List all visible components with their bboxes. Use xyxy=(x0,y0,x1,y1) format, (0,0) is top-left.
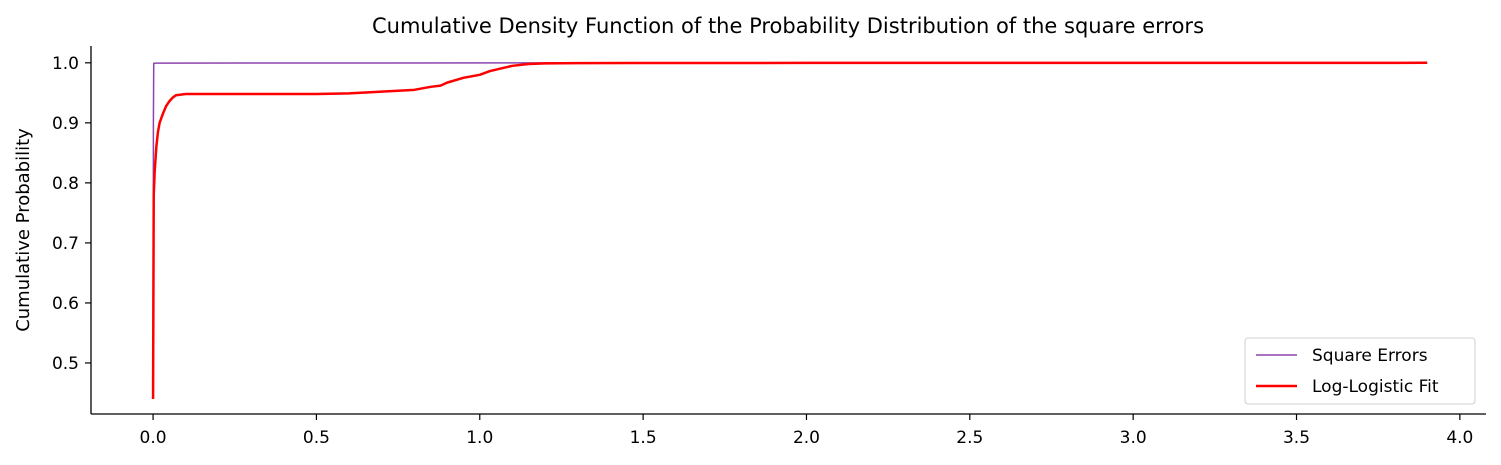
legend: Square Errors Log-Logistic Fit xyxy=(1244,337,1476,405)
y-axis-ticks: 0.5 0.6 0.7 0.8 0.9 1.0 xyxy=(52,54,91,374)
x-tick-label: 0.0 xyxy=(140,428,167,448)
x-tick-label: 4.0 xyxy=(1446,428,1473,448)
y-tick-label: 1.0 xyxy=(52,54,79,74)
y-tick-label: 0.9 xyxy=(52,114,79,134)
legend-label-square-errors: Square Errors xyxy=(1312,346,1428,366)
y-tick-label: 0.6 xyxy=(52,294,79,314)
series-line-square-errors xyxy=(152,62,1428,399)
y-axis-label: Cumulative Probability xyxy=(13,128,34,332)
y-tick-label: 0.5 xyxy=(52,354,79,374)
x-tick-label: 1.5 xyxy=(630,428,657,448)
x-tick-label: 0.5 xyxy=(303,428,330,448)
legend-label-log-logistic-fit: Log-Logistic Fit xyxy=(1312,377,1439,397)
x-tick-label: 2.0 xyxy=(793,428,820,448)
x-axis-ticks: 0.0 0.5 1.0 1.5 2.0 2.5 3.0 3.5 4.0 xyxy=(140,414,1473,448)
series-line-log-logistic-fit xyxy=(151,61,1428,399)
x-tick-label: 3.0 xyxy=(1120,428,1147,448)
x-tick-label: 3.5 xyxy=(1283,428,1310,448)
x-tick-label: 2.5 xyxy=(956,428,983,448)
y-tick-label: 0.8 xyxy=(52,174,79,194)
x-tick-label: 1.0 xyxy=(466,428,493,448)
y-tick-label: 0.7 xyxy=(52,234,79,254)
chart-title: Cumulative Density Function of the Proba… xyxy=(372,14,1204,38)
legend-frame xyxy=(1244,337,1476,405)
series-layer xyxy=(151,61,1428,399)
